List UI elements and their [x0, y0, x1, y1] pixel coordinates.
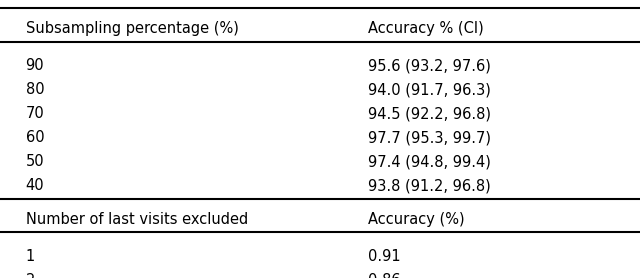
Text: 93.8 (91.2, 96.8): 93.8 (91.2, 96.8)	[368, 178, 491, 193]
Text: Accuracy (%): Accuracy (%)	[368, 212, 465, 227]
Text: 0.91: 0.91	[368, 249, 401, 264]
Text: 94.0 (91.7, 96.3): 94.0 (91.7, 96.3)	[368, 82, 491, 97]
Text: Accuracy % (CI): Accuracy % (CI)	[368, 21, 484, 36]
Text: 97.4 (94.8, 99.4): 97.4 (94.8, 99.4)	[368, 154, 491, 169]
Text: 60: 60	[26, 130, 44, 145]
Text: Number of last visits excluded: Number of last visits excluded	[26, 212, 248, 227]
Text: 95.6 (93.2, 97.6): 95.6 (93.2, 97.6)	[368, 58, 491, 73]
Text: 90: 90	[26, 58, 44, 73]
Text: Subsampling percentage (%): Subsampling percentage (%)	[26, 21, 239, 36]
Text: 40: 40	[26, 178, 44, 193]
Text: 50: 50	[26, 154, 44, 169]
Text: 80: 80	[26, 82, 44, 97]
Text: 0.86: 0.86	[368, 273, 401, 278]
Text: 2: 2	[26, 273, 35, 278]
Text: 1: 1	[26, 249, 35, 264]
Text: 94.5 (92.2, 96.8): 94.5 (92.2, 96.8)	[368, 106, 491, 121]
Text: 97.7 (95.3, 99.7): 97.7 (95.3, 99.7)	[368, 130, 491, 145]
Text: 70: 70	[26, 106, 44, 121]
